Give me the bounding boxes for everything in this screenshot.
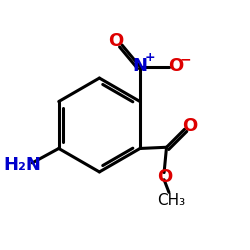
Text: O: O	[168, 57, 183, 75]
Text: O: O	[157, 168, 172, 186]
Text: O: O	[182, 117, 198, 135]
Text: N: N	[132, 58, 148, 76]
Text: O: O	[108, 32, 124, 50]
Text: H₂N: H₂N	[4, 156, 42, 174]
Text: CH₃: CH₃	[157, 194, 186, 208]
Text: +: +	[145, 51, 156, 64]
Text: −: −	[180, 52, 191, 66]
